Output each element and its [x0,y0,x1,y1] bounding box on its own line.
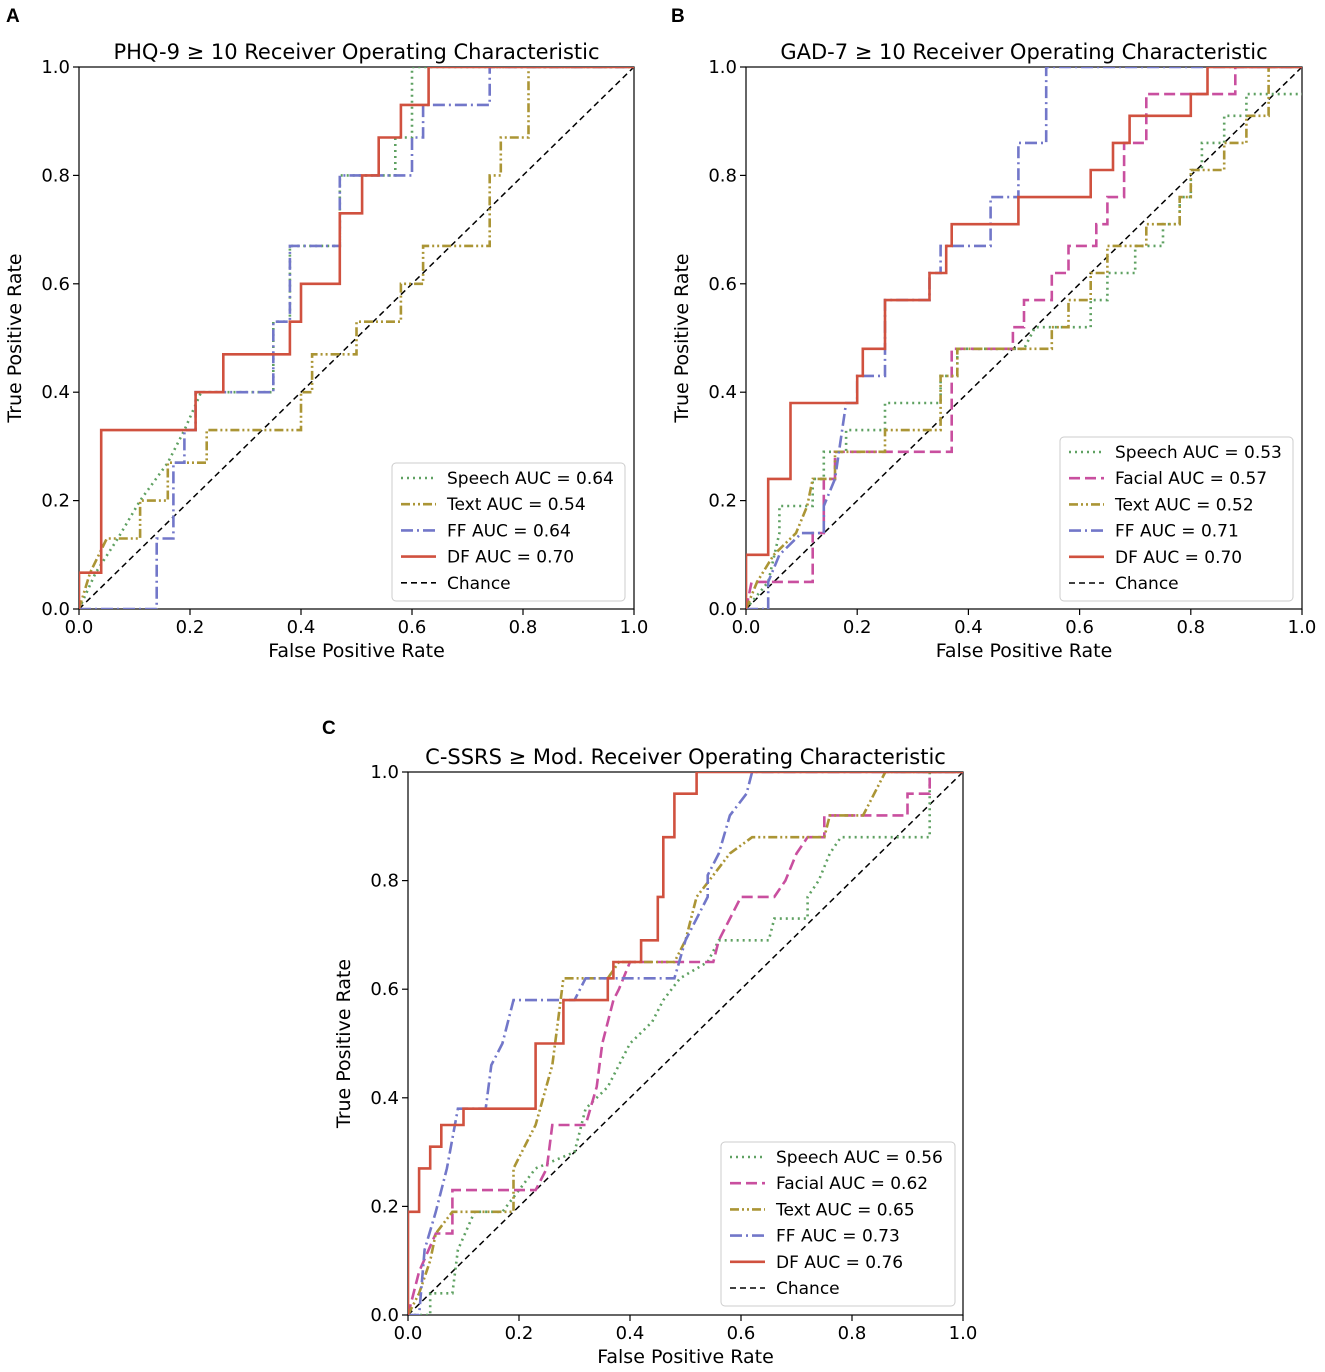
y-tick-label: 0.6 [370,979,399,1000]
y-tick-label: 1.0 [41,57,70,78]
legend-label-text: Text AUC = 0.65 [775,1200,915,1220]
x-tick-label: 0.0 [394,1323,423,1344]
panel-letter: B [671,6,685,27]
x-tick-label: 0.6 [1065,617,1094,638]
legend: Speech AUC = 0.56 Facial AUC = 0.62 Text A… [720,1141,956,1307]
legend-label-facial: Facial AUC = 0.62 [776,1174,928,1194]
y-tick-label: 0.4 [708,382,737,403]
x-axis-label: False Positive Rate [597,1346,774,1368]
y-axis-label: True Positive Rate [4,253,26,423]
y-axis-label: True Positive Rate [333,959,355,1129]
y-tick-label: 0.2 [370,1196,399,1217]
panel-letter: A [6,6,20,27]
x-tick-label: 0.4 [287,617,316,638]
y-tick-label: 1.0 [708,57,737,78]
chart-title: GAD-7 ≥ 10 Receiver Operating Characteri… [780,40,1267,64]
legend-label-ff: FF AUC = 0.73 [776,1227,900,1247]
roc-line-speech [408,772,963,1315]
x-tick-label: 1.0 [1288,617,1317,638]
y-tick-label: 0.0 [370,1305,399,1326]
legend-label-chance: Chance [776,1279,840,1299]
plot-area [746,67,1302,609]
x-tick-label: 0.4 [616,1323,645,1344]
legend-label-facial: Facial AUC = 0.57 [1115,469,1267,489]
roc-line-ff [79,67,634,609]
legend-label-df: DF AUC = 0.70 [1115,548,1242,568]
plot-frame [745,66,1303,610]
x-tick-label: 0.4 [954,617,983,638]
x-tick-label: 0.2 [505,1323,534,1344]
y-tick-label: 0.8 [708,165,737,186]
y-tick-label: 0.2 [41,491,70,512]
roc-line-df [408,772,963,1315]
roc-line-ff [408,772,963,1315]
x-tick-label: 0.8 [1176,617,1205,638]
x-axis-label: False Positive Rate [936,640,1113,662]
roc-line-text [79,67,634,609]
panel-a-roc-chart: A PHQ-9 ≥ 10 Receiver Operating Character… [4,6,648,662]
legend-label-df: DF AUC = 0.70 [447,548,574,568]
x-tick-label: 0.6 [398,617,427,638]
y-tick-label: 0.4 [41,382,70,403]
roc-line-facial [746,67,1302,609]
legend-label-speech: Speech AUC = 0.64 [447,469,614,489]
legend-label-ff: FF AUC = 0.64 [447,521,571,541]
roc-line-df [746,67,1302,609]
y-tick-label: 0.8 [370,871,399,892]
y-axis-label: True Positive Rate [671,253,693,423]
legend-box [391,462,626,602]
legend-label-speech: Speech AUC = 0.53 [1115,443,1282,463]
y-tick-label: 0.6 [708,274,737,295]
legend-label-df: DF AUC = 0.76 [776,1253,903,1273]
y-tick-label: 1.0 [370,762,399,783]
x-tick-label: 0.2 [843,617,872,638]
roc-line-text [408,772,963,1315]
y-tick-label: 0.4 [370,1088,399,1109]
plot-area [79,67,634,609]
legend-label-text: Text AUC = 0.52 [1114,495,1254,515]
legend: Speech AUC = 0.64 Text AUC = 0.54 FF AUC =… [391,462,626,602]
plot-frame [407,771,964,1316]
plot-frame [78,66,635,610]
roc-line-df [79,67,634,609]
x-tick-label: 0.8 [509,617,538,638]
panel-letter: C [322,718,336,739]
x-tick-label: 1.0 [620,617,649,638]
legend-label-text: Text AUC = 0.54 [446,495,586,515]
legend-box [1059,436,1294,602]
panel-b-roc-chart: B GAD-7 ≥ 10 Receiver Operating Character… [671,6,1316,662]
x-tick-label: 0.2 [176,617,205,638]
x-tick-label: 0.0 [732,617,761,638]
x-tick-label: 1.0 [949,1323,978,1344]
legend: Speech AUC = 0.53 Facial AUC = 0.57 Text A… [1059,436,1294,602]
y-tick-label: 0.8 [41,165,70,186]
y-tick-label: 0.0 [41,599,70,620]
legend-label-chance: Chance [447,574,511,594]
x-tick-label: 0.0 [65,617,94,638]
chart-title: C-SSRS ≥ Mod. Receiver Operating Charact… [425,745,946,769]
legend-label-ff: FF AUC = 0.71 [1115,522,1239,542]
legend-box [720,1141,956,1307]
panel-c-roc-chart: C C-SSRS ≥ Mod. Receiver Operating Charac… [322,718,977,1368]
x-tick-label: 0.8 [838,1323,867,1344]
x-axis-label: False Positive Rate [268,640,445,662]
legend-label-chance: Chance [1115,574,1179,594]
legend-label-speech: Speech AUC = 0.56 [776,1148,943,1168]
y-tick-label: 0.2 [708,491,737,512]
chart-title: PHQ-9 ≥ 10 Receiver Operating Characteri… [113,40,599,64]
plot-area [408,772,963,1315]
y-tick-label: 0.6 [41,274,70,295]
x-tick-label: 0.6 [727,1323,756,1344]
y-tick-label: 0.0 [708,599,737,620]
